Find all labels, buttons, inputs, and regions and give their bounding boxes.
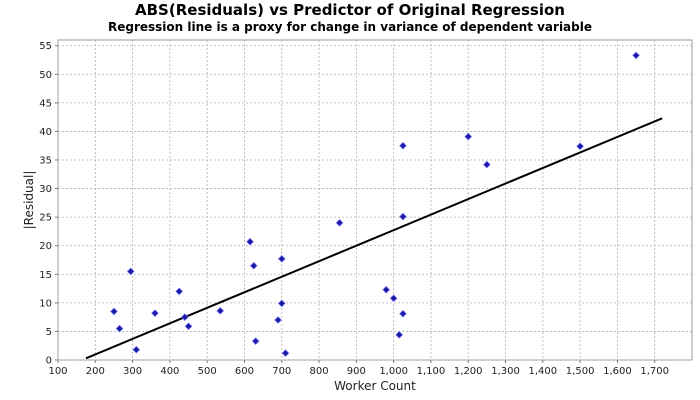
data-point [110, 307, 118, 316]
data-point [246, 237, 254, 246]
data-point [184, 322, 193, 331]
y-tick-label: 25 [39, 213, 52, 224]
x-tick-label: 600 [235, 366, 254, 377]
plot-area [57, 39, 693, 361]
x-tick-label: 1,500 [566, 366, 595, 377]
y-tick-label: 30 [39, 184, 52, 195]
data-point [464, 132, 473, 141]
data-point [389, 294, 398, 303]
data-point [399, 212, 407, 221]
y-tick-label: 5 [46, 327, 52, 338]
data-point [281, 349, 290, 357]
regression-line [85, 117, 663, 360]
data-point [249, 261, 258, 270]
data-point [115, 324, 124, 333]
data-point [126, 267, 135, 276]
x-tick-label: 800 [310, 366, 329, 377]
chart-title: ABS(Residuals) vs Predictor of Original … [135, 1, 565, 19]
x-tick-label: 400 [160, 366, 179, 377]
x-tick-label: 300 [123, 366, 142, 377]
data-point [216, 307, 225, 315]
data-point [399, 141, 407, 150]
y-tick-label: 45 [39, 98, 52, 109]
axis-ticks: 100 200 300 400 500 600 700 800 900 1,000 1,100 1,2… [39, 41, 669, 377]
data-point [132, 345, 141, 354]
x-tick-label: 500 [198, 366, 217, 377]
data-point [151, 309, 159, 317]
x-tick-label: 700 [272, 366, 291, 377]
y-tick-label: 10 [39, 298, 52, 309]
y-tick-label: 35 [39, 156, 52, 167]
x-tick-label: 1,100 [417, 366, 446, 377]
data-point [483, 160, 491, 169]
x-tick-label: 1,200 [454, 366, 483, 377]
y-tick-label: 40 [39, 127, 52, 138]
x-tick-label: 1,700 [640, 366, 669, 377]
y-tick-label: 15 [39, 270, 52, 281]
x-tick-label: 100 [48, 366, 67, 377]
data-point [277, 299, 286, 308]
data-point [382, 285, 390, 294]
data-point [251, 337, 260, 345]
data-points [85, 51, 663, 360]
data-point [181, 313, 189, 321]
data-point [399, 309, 407, 318]
y-tick-label: 0 [46, 356, 52, 367]
x-tick-label: 1,300 [491, 366, 520, 377]
y-axis-label: |Residual| [22, 171, 36, 230]
data-point [632, 51, 640, 60]
data-point [175, 287, 184, 296]
x-tick-label: 1,600 [603, 366, 632, 377]
data-point [274, 316, 282, 324]
y-tick-label: 50 [39, 70, 52, 81]
data-point [335, 219, 344, 227]
x-tick-label: 1,400 [529, 366, 558, 377]
y-tick-label: 20 [39, 241, 52, 252]
x-tick-label: 900 [347, 366, 366, 377]
x-axis-label: Worker Count [334, 379, 416, 393]
x-tick-label: 1,000 [379, 366, 408, 377]
data-point [395, 331, 404, 339]
x-tick-label: 200 [86, 366, 105, 377]
grid-lines [57, 40, 692, 361]
data-point [576, 142, 584, 151]
chart-subtitle: Regression line is a proxy for change in… [107, 20, 592, 34]
y-tick-label: 55 [39, 41, 52, 52]
data-point [277, 255, 286, 263]
